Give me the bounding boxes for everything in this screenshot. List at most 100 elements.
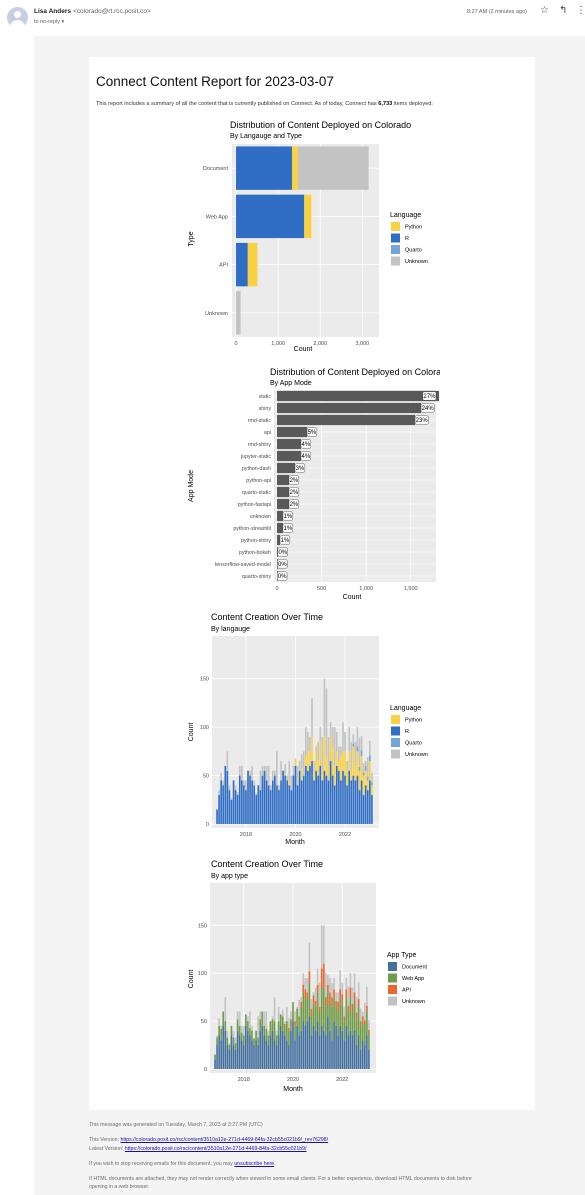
bar-web-app — [259, 1019, 261, 1031]
bar-web-app-python — [304, 194, 312, 239]
unsubscribe-link[interactable]: unsubscribe here — [234, 1161, 275, 1167]
bar-web-app — [281, 1016, 284, 1031]
bar-r — [294, 765, 297, 824]
recipient-line[interactable]: to no-reply ▾ — [34, 19, 64, 25]
bar-api — [300, 1001, 303, 1007]
bar-api — [327, 984, 329, 993]
x-tick-label: 0 — [275, 586, 278, 592]
data-label-box — [288, 475, 300, 485]
more-options-icon[interactable]: ⋮ — [576, 5, 585, 16]
data-label: 24% — [422, 406, 435, 412]
bar-api — [288, 1027, 290, 1031]
bar-web-app — [218, 1025, 220, 1036]
legend-label: Quarto — [405, 741, 422, 747]
bar-unknown — [307, 732, 309, 752]
data-label-box — [414, 415, 429, 425]
bar-web-app — [214, 1054, 216, 1060]
bar-unknown — [278, 785, 280, 791]
bar-r — [238, 775, 241, 824]
bar-unknown — [371, 772, 373, 783]
bar-r — [323, 770, 326, 824]
bar-document — [339, 1025, 342, 1069]
star-icon[interactable]: ☆ — [540, 5, 549, 16]
bar-unknown — [273, 997, 276, 1022]
legend-swatch-unknown — [391, 256, 400, 266]
bar-document — [327, 1016, 329, 1069]
bar-web-app — [300, 1006, 303, 1031]
bar-python — [354, 765, 357, 781]
bar-unknown — [300, 997, 303, 1002]
bar-r — [251, 780, 253, 824]
legend-title: Language — [390, 705, 421, 712]
bar-unknown — [338, 746, 340, 762]
bar-r — [346, 785, 348, 824]
bar-api — [351, 1003, 354, 1012]
bar-quarto — [362, 772, 365, 776]
bar-web-app — [314, 1006, 317, 1031]
this-version-link[interactable]: https://colorado.posit.co/rsc/content/35… — [120, 1137, 329, 1143]
bar-web-app — [230, 1025, 233, 1036]
bar-r — [315, 770, 317, 824]
bar-unknown — [369, 740, 371, 756]
y-tick-label: 50 — [203, 774, 209, 780]
data-label: 27% — [423, 394, 436, 400]
bar-unknown — [302, 973, 305, 985]
legend-swatch-web-app — [388, 973, 397, 983]
bar-document — [294, 1040, 296, 1069]
bar-unknown — [238, 1011, 241, 1026]
bar-r — [366, 790, 369, 824]
bar-document — [316, 1021, 319, 1069]
bar-unknown — [351, 987, 354, 1004]
latest-version-link[interactable]: https://colorado.posit.co/rsc/content/35… — [124, 1146, 307, 1152]
category-label: tensorflow-saved-model — [215, 562, 271, 568]
bar-r — [333, 785, 336, 824]
bar-unknown — [311, 698, 313, 737]
bar-unknown — [333, 727, 336, 766]
data-label: 23% — [416, 418, 429, 424]
bar-python-streamlit — [277, 522, 283, 534]
bar-python — [307, 751, 309, 771]
bar-python — [327, 765, 330, 781]
bar-web-app — [290, 1019, 292, 1031]
bar-r — [216, 809, 218, 824]
category-label: python-api — [246, 478, 271, 484]
bar-jupyter-static — [277, 450, 301, 462]
bar-r — [271, 780, 274, 824]
bar-python — [344, 751, 346, 776]
chevron-down-icon[interactable]: ▾ — [61, 19, 65, 25]
bar-document — [240, 1040, 243, 1069]
bar-api — [345, 989, 348, 998]
bar-r — [253, 785, 256, 824]
avatar[interactable] — [7, 7, 28, 28]
sender-name[interactable]: Lisa Anders — [34, 8, 71, 15]
bar-r — [302, 775, 305, 824]
bar-r — [282, 770, 284, 824]
reply-icon[interactable]: ↰ — [559, 5, 568, 16]
bar-python — [360, 756, 363, 781]
bar-web-app — [267, 1035, 270, 1046]
bar-document — [275, 1045, 278, 1069]
bar-python — [348, 751, 351, 771]
x-tick-label: 1,500 — [404, 586, 418, 592]
legend-swatch-quarto — [391, 245, 400, 254]
bar-unknown — [253, 780, 256, 786]
bar-quarto — [352, 743, 355, 747]
bar-web-app — [345, 997, 348, 1026]
bar-r — [360, 780, 363, 824]
category-label: python-shiny — [241, 538, 271, 544]
bar-web-app — [292, 1001, 294, 1022]
bar-web-app — [335, 1006, 337, 1026]
bar-unknown — [318, 982, 321, 1007]
bar-document — [361, 1040, 364, 1069]
bar-unknown — [360, 735, 363, 751]
bar-unknown — [313, 761, 315, 771]
bar-python-fastapi — [277, 498, 290, 510]
bar-unknown — [249, 770, 251, 776]
bar-document — [368, 1049, 370, 1069]
x-tick-label: 2018 — [240, 832, 252, 838]
bar-api — [357, 999, 360, 1007]
email-header: Lisa Anders <colorado@rt.rcc.posit.co> to… — [0, 0, 585, 32]
bar-unknown — [240, 765, 243, 781]
bar-document — [335, 1025, 337, 1069]
bar-web-app — [343, 1021, 346, 1041]
